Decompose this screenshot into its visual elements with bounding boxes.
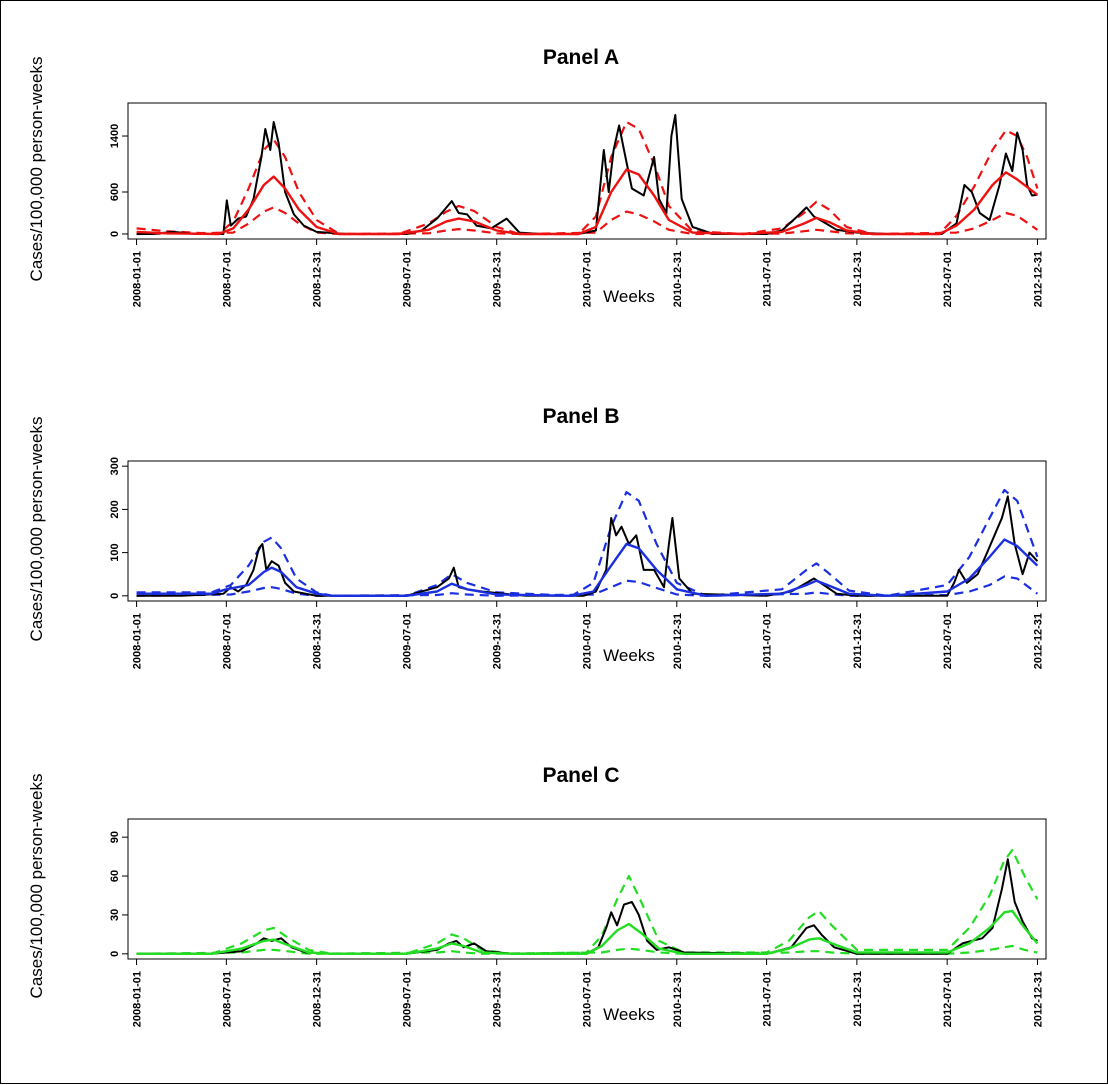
x-tick-label: 2011-12-31 bbox=[852, 613, 864, 669]
panel-c: Panel C Cases/100,000 person-weeks Weeks… bbox=[27, 764, 1047, 1027]
y-tick-label: 200 bbox=[109, 500, 121, 518]
plot-box bbox=[127, 102, 1047, 240]
x-tick-label: 2010-07-01 bbox=[582, 971, 594, 1027]
plot-box bbox=[127, 460, 1047, 602]
y-tick-label: 0 bbox=[109, 593, 121, 599]
x-tick-label: 2010-12-31 bbox=[672, 971, 684, 1027]
y-tick-label: 30 bbox=[109, 909, 121, 921]
x-tick-label: 2008-01-01 bbox=[132, 971, 144, 1027]
series-fitted-line bbox=[136, 909, 1039, 955]
x-tick-label: 2011-07-01 bbox=[762, 613, 774, 669]
x-tick-label: 2010-07-01 bbox=[582, 251, 594, 307]
x-tick-label: 2008-01-01 bbox=[132, 251, 144, 307]
series-observed-line bbox=[136, 495, 1039, 597]
x-tick-label: 2012-07-01 bbox=[942, 971, 954, 1027]
y-tick-label: 1400 bbox=[109, 124, 121, 148]
y-tick-label: 0 bbox=[109, 951, 121, 957]
x-tick-label: 2008-07-01 bbox=[221, 613, 233, 669]
y-tick-label: 0 bbox=[109, 231, 121, 237]
series-upper-line bbox=[136, 488, 1039, 597]
x-tick-label: 2009-07-01 bbox=[401, 613, 413, 669]
x-tick-label: 2009-12-31 bbox=[492, 971, 504, 1027]
panel-a: Panel A Cases/100,000 person-weeks Weeks… bbox=[27, 46, 1047, 307]
panel-a-ylabel: Cases/100,000 person-weeks bbox=[27, 57, 46, 282]
x-tick-label: 2009-07-01 bbox=[401, 971, 413, 1027]
series-lower-line bbox=[136, 944, 1038, 955]
series-fitted-line bbox=[136, 538, 1039, 597]
series-upper-line bbox=[136, 120, 1039, 236]
y-tick-label: 600 bbox=[109, 183, 121, 201]
x-tick-label: 2008-12-31 bbox=[312, 251, 324, 307]
panel-b-xlabel: Weeks bbox=[603, 646, 655, 665]
x-tick-label: 2008-12-31 bbox=[312, 613, 324, 669]
series-lower-line bbox=[136, 206, 1039, 236]
series-upper-line bbox=[136, 848, 1039, 955]
panel-c-ylabel: Cases/100,000 person-weeks bbox=[27, 774, 46, 999]
x-tick-label: 2011-07-01 bbox=[762, 971, 774, 1027]
x-tick-label: 2012-12-31 bbox=[1032, 613, 1044, 669]
panel-b: Panel B Cases/100,000 person-weeks Weeks… bbox=[27, 405, 1047, 669]
panel-a-title: Panel A bbox=[543, 46, 619, 69]
x-tick-label: 2008-01-01 bbox=[132, 613, 144, 669]
y-tick-label: 60 bbox=[109, 870, 121, 882]
series-lower-line bbox=[136, 575, 1039, 597]
x-tick-label: 2012-12-31 bbox=[1032, 251, 1044, 307]
panel-b-ylabel: Cases/100,000 person-weeks bbox=[27, 417, 46, 642]
x-tick-label: 2011-07-01 bbox=[762, 251, 774, 307]
x-tick-label: 2009-12-31 bbox=[492, 251, 504, 307]
y-tick-label: 300 bbox=[109, 457, 121, 475]
x-tick-label: 2010-07-01 bbox=[582, 613, 594, 669]
x-tick-label: 2012-12-31 bbox=[1032, 971, 1044, 1027]
x-tick-label: 2009-12-31 bbox=[492, 613, 504, 669]
x-tick-label: 2008-07-01 bbox=[221, 251, 233, 307]
x-tick-label: 2012-07-01 bbox=[942, 251, 954, 307]
x-tick-label: 2011-12-31 bbox=[852, 251, 864, 307]
x-tick-label: 2008-12-31 bbox=[312, 971, 324, 1027]
x-tick-label: 2011-12-31 bbox=[852, 971, 864, 1027]
series-observed-line bbox=[136, 114, 1038, 235]
x-tick-label: 2008-07-01 bbox=[221, 971, 233, 1027]
panel-a-xlabel: Weeks bbox=[603, 287, 655, 306]
x-tick-label: 2010-12-31 bbox=[672, 251, 684, 307]
panel-c-xlabel: Weeks bbox=[603, 1005, 655, 1024]
y-tick-label: 100 bbox=[109, 543, 121, 561]
series-fitted-line bbox=[136, 168, 1039, 236]
x-tick-label: 2009-07-01 bbox=[401, 251, 413, 307]
x-tick-label: 2012-07-01 bbox=[942, 613, 954, 669]
panel-c-title: Panel C bbox=[542, 764, 619, 787]
x-tick-label: 2010-12-31 bbox=[672, 613, 684, 669]
panel-b-title: Panel B bbox=[542, 405, 619, 428]
y-tick-label: 90 bbox=[109, 831, 121, 843]
